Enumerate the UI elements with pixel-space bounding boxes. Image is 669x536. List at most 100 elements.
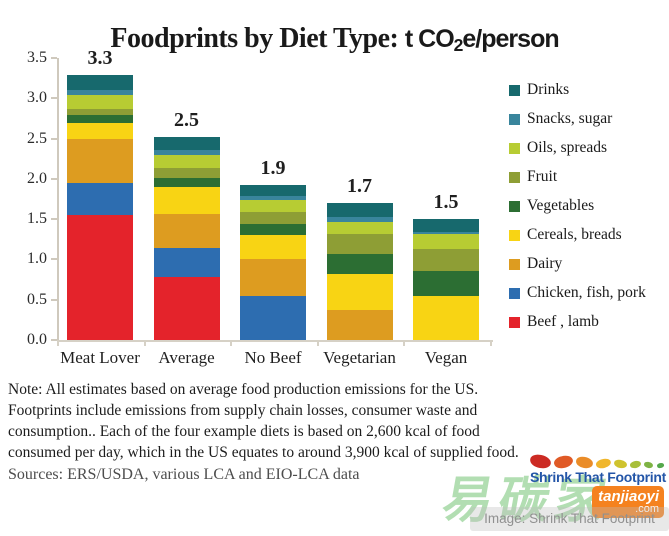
bar-segment: [153, 149, 220, 155]
bar-total-label: 1.5: [433, 191, 459, 214]
bar-segment: [153, 178, 220, 187]
bar-segment: [326, 221, 393, 234]
bar-segment: [153, 213, 220, 249]
bar-segment: [413, 234, 479, 249]
bar-segment: [413, 295, 479, 340]
legend-item: Drinks: [509, 80, 646, 100]
chart-title: Foodprints by Diet Type: t CO2e/person: [0, 23, 669, 56]
footprint-mark-icon: [629, 459, 643, 470]
bar-segment: [326, 216, 393, 222]
legend-item: Vegetables: [509, 196, 646, 216]
sources-text: Sources: ERS/USDA, various LCA and EIO-L…: [8, 466, 360, 483]
bar-segment: [67, 215, 133, 340]
bar-segment: [67, 90, 133, 96]
note-line: Note: All estimates based on average foo…: [8, 381, 479, 398]
legend-swatch-icon: [509, 287, 520, 299]
legend-label: Drinks: [527, 81, 570, 98]
y-axis-tick: [51, 177, 57, 180]
x-axis-tick: [230, 340, 232, 346]
y-axis-tick: [51, 339, 57, 341]
bar-segment: [153, 186, 220, 214]
legend-swatch-icon: [509, 258, 520, 270]
legend-item: Fruit: [509, 167, 646, 187]
bar-segment: [240, 195, 306, 200]
y-axis-tick: [51, 97, 57, 100]
footprint-mark-icon: [643, 461, 655, 469]
bar-segment: [413, 219, 479, 233]
x-axis-tick: [489, 340, 492, 346]
y-axis-tick: [51, 218, 57, 221]
x-axis-tick: [403, 340, 405, 346]
y-axis-tick-label: 1.5: [27, 210, 47, 228]
bar-segment: [326, 310, 393, 340]
legend: Drinks Snacks, sugar Oils, spreads Fruit Veg…: [509, 80, 646, 341]
bar-segment: [240, 259, 306, 296]
legend-swatch-icon: [509, 200, 520, 212]
x-axis-tick: [143, 340, 146, 346]
legend-item: Snacks, sugar: [509, 109, 646, 129]
legend-item: Cereals, breads: [509, 225, 646, 245]
bar-segment: [326, 233, 393, 254]
image-caption: Image: Shrink That Footprint: [470, 507, 669, 531]
y-axis-tick: [51, 258, 57, 261]
x-axis-tick: [57, 340, 59, 346]
x-axis-label: Vegetarian: [323, 348, 396, 367]
bar-segment: [240, 235, 306, 260]
legend-swatch-icon: [509, 142, 520, 154]
watermark-latin-text: tanjiaoyi: [598, 488, 659, 505]
y-axis-tick-label: 2.5: [27, 129, 47, 147]
x-axis-line: [57, 340, 493, 342]
bar-total-label: 2.5: [174, 108, 199, 131]
y-axis-tick-label: 3.5: [27, 49, 47, 66]
bar-segment: [240, 199, 306, 212]
legend-item: Oils, spreads: [509, 138, 646, 158]
legend-label: Vegetables: [527, 197, 595, 214]
x-axis-label: No Beef: [244, 348, 302, 367]
note-line: Footprints include emissions from supply…: [8, 402, 478, 419]
legend-swatch-icon: [509, 171, 520, 183]
note-line: consumption.. Each of the four example d…: [8, 423, 480, 440]
bar-total-label: 3.3: [87, 46, 113, 69]
legend-label: Dairy: [527, 255, 563, 272]
footprints-icon: [516, 452, 666, 471]
bar-total-label: 1.9: [260, 156, 286, 179]
legend-item: Dairy: [509, 254, 646, 274]
note-text: Note: All estimates based on average foo…: [8, 379, 608, 463]
bar-segment: [153, 277, 220, 340]
y-axis-tick-label: 2.0: [27, 169, 47, 187]
y-axis-tick-label: 1.0: [27, 250, 47, 268]
legend-label: Chicken, fish, pork: [527, 284, 646, 301]
legend-label: Fruit: [527, 168, 558, 185]
x-axis-label: Vegan: [424, 348, 468, 367]
bar-segment: [240, 184, 306, 196]
legend-swatch-icon: [509, 316, 520, 328]
legend-label: Cereals, breads: [527, 226, 622, 243]
y-axis-tick: [51, 298, 57, 301]
bar-segment: [326, 273, 393, 311]
bar-vegan: [413, 58, 479, 340]
bar-segment: [413, 270, 479, 296]
bar-segment: [153, 136, 220, 150]
bar-segment: [67, 95, 133, 109]
bar-segment: [67, 182, 133, 216]
logo-text: Shrink That Footprint: [529, 469, 666, 485]
footprint-mark-icon: [656, 462, 665, 469]
bar-segment: [153, 248, 220, 278]
bar-segment: [240, 224, 306, 236]
bar-segment: [67, 115, 133, 124]
x-axis-label: Meat Lover: [60, 348, 140, 367]
bar-segment: [326, 253, 393, 274]
legend-swatch-icon: [509, 229, 520, 241]
bar-segment: [153, 168, 220, 179]
bar-segment: [413, 248, 479, 271]
bar-meat-lover: [67, 58, 133, 340]
legend-label: Snacks, sugar: [527, 110, 613, 127]
y-axis-tick: [51, 137, 57, 140]
plot-area: 3.5 3.0 2.5 2.0 1.5 1.0 0.5 0.0 3.3 Meat Lover 2.5…: [27, 47, 497, 367]
bar-total-label: 1.7: [347, 175, 372, 198]
bar-segment: [67, 123, 133, 139]
legend-swatch-icon: [509, 84, 520, 96]
legend-label: Oils, spreads: [527, 139, 608, 156]
legend-swatch-icon: [509, 113, 520, 125]
